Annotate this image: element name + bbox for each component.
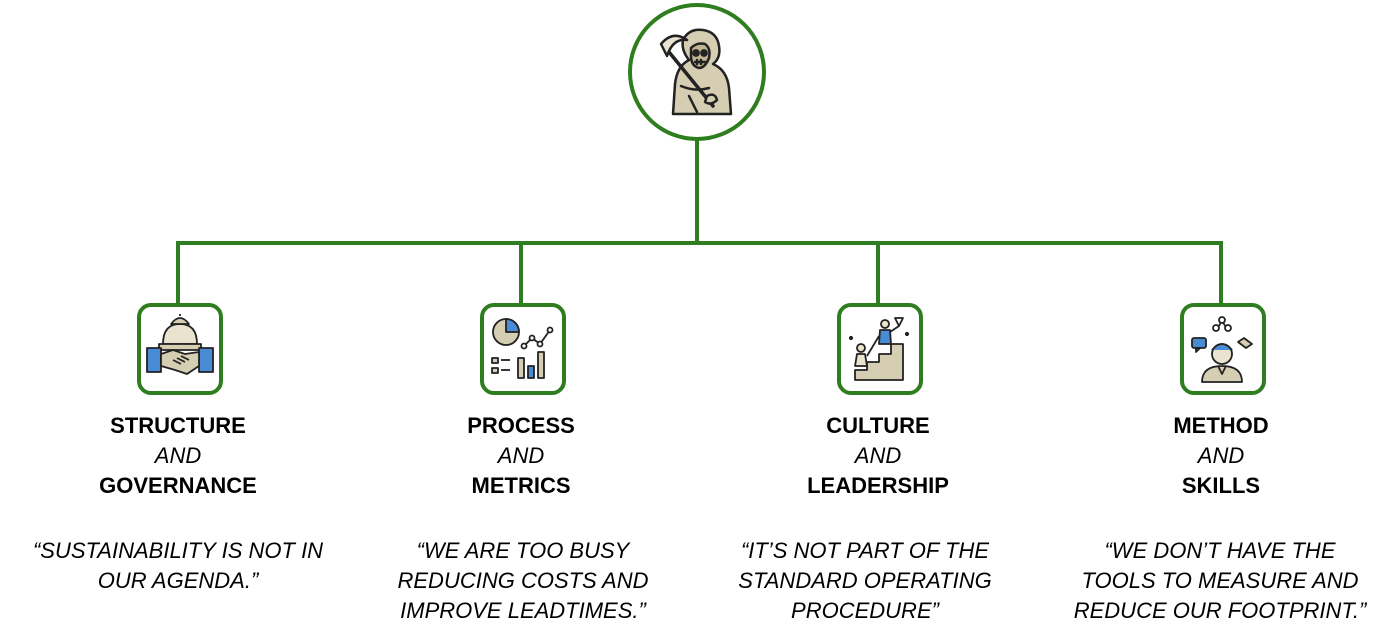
branch-icon-frame (480, 303, 566, 395)
quote-line: “WE ARE TOO BUSY (416, 538, 630, 563)
branch-title: CULTURE AND LEADERSHIP (728, 411, 1028, 501)
quote-line: OUR AGENDA.” (97, 568, 259, 593)
branch-title-connector: AND (154, 443, 202, 468)
quote-line: STANDARD OPERATING (738, 568, 992, 593)
quote-line: REDUCE OUR FOOTPRINT.” (1073, 598, 1367, 623)
branch-title-connector: AND (1197, 443, 1245, 468)
quote-line: REDUCING COSTS AND (397, 568, 649, 593)
quote-line: “IT’S NOT PART OF THE (740, 538, 990, 563)
branch-quote: “IT’S NOT PART OF THE STANDARD OPERATING… (700, 536, 1030, 626)
branch-title-line-1: STRUCTURE (110, 413, 246, 438)
branch-title-line-2: SKILLS (1181, 473, 1261, 498)
branch-icon-frame (137, 303, 223, 395)
branch-title-connector: AND (497, 443, 545, 468)
quote-line: IMPROVE LEADTIMES.” (400, 598, 646, 623)
branch-quote: “WE DON’T HAVE THE TOOLS TO MEASURE AND … (1055, 536, 1385, 626)
quote-line: “WE DON’T HAVE THE (1104, 538, 1336, 563)
quote-line: PROCEDURE” (791, 598, 939, 623)
metrics-charts-icon (491, 318, 554, 379)
branch-quote: “WE ARE TOO BUSY REDUCING COSTS AND IMPR… (358, 536, 688, 626)
branch-title: METHOD AND SKILLS (1071, 411, 1371, 501)
handshake-government-icon (146, 314, 214, 375)
branch-title: STRUCTURE AND GOVERNANCE (28, 411, 328, 501)
person-skills-icon (1191, 316, 1253, 383)
branch-title-line-2: METRICS (471, 473, 571, 498)
grim-reaper-icon (659, 28, 733, 116)
branch-title-line-1: METHOD (1173, 413, 1269, 438)
climbing-steps-icon (848, 317, 910, 381)
branch-title-line-1: PROCESS (467, 413, 575, 438)
branch-title-line-2: GOVERNANCE (99, 473, 257, 498)
root-node (628, 3, 766, 141)
quote-line: TOOLS TO MEASURE AND (1081, 568, 1359, 593)
quote-line: “SUSTAINABILITY IS NOT IN (32, 538, 324, 563)
branch-quote: “SUSTAINABILITY IS NOT IN OUR AGENDA.” (13, 536, 343, 596)
branch-title-line-1: CULTURE (826, 413, 930, 438)
branch-title-line-2: LEADERSHIP (807, 473, 949, 498)
branch-title-connector: AND (854, 443, 902, 468)
branch-title: PROCESS AND METRICS (371, 411, 671, 501)
branch-icon-frame (1180, 303, 1266, 395)
branch-icon-frame (837, 303, 923, 395)
